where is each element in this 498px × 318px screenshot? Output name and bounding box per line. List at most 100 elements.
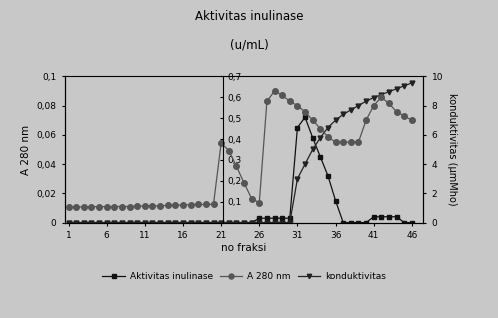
Aktivitas inulinase [241,221,247,225]
konduktivitas [371,96,376,100]
A 280 nm [134,204,140,208]
A 280 nm [165,204,171,207]
A 280 nm [378,95,384,99]
Aktivitas inulinase [294,126,300,129]
A 280 nm [96,205,102,209]
A 280 nm [73,205,79,209]
konduktivitas [409,81,415,85]
konduktivitas [126,221,132,225]
konduktivitas [271,221,277,225]
konduktivitas [287,221,293,225]
A 280 nm [348,140,354,144]
A 280 nm [401,114,407,118]
Aktivitas inulinase [340,221,346,225]
Aktivitas inulinase [89,221,95,225]
konduktivitas [317,136,323,140]
Aktivitas inulinase [142,221,148,225]
Aktivitas inulinase [96,221,102,225]
A 280 nm [81,205,87,209]
Aktivitas inulinase [287,216,293,220]
konduktivitas [393,87,399,91]
A 280 nm [203,203,209,206]
konduktivitas [165,221,171,225]
A 280 nm [294,104,300,107]
Aktivitas inulinase [203,221,209,225]
A 280 nm [317,127,323,130]
Aktivitas inulinase [279,216,285,220]
konduktivitas [363,99,369,103]
A 280 nm [211,202,217,206]
A 280 nm [386,101,392,105]
konduktivitas [73,221,79,225]
konduktivitas [180,221,186,225]
konduktivitas [264,221,270,225]
Aktivitas inulinase [165,221,171,225]
Aktivitas inulinase [325,174,331,178]
Legend: Aktivitas inulinase, A 280 nm, konduktivitas: Aktivitas inulinase, A 280 nm, konduktiv… [99,268,389,284]
Aktivitas inulinase [371,215,376,219]
konduktivitas [333,118,339,122]
A 280 nm [112,204,118,208]
konduktivitas [211,221,217,225]
konduktivitas [195,221,201,225]
konduktivitas [134,221,140,225]
A 280 nm [149,204,155,208]
konduktivitas [172,221,178,225]
konduktivitas [89,221,95,225]
konduktivitas [226,221,232,225]
konduktivitas [310,148,316,151]
A 280 nm [226,149,232,152]
A 280 nm [172,204,178,207]
Aktivitas inulinase [348,221,354,225]
Aktivitas inulinase [256,216,262,220]
Aktivitas inulinase [378,215,384,219]
A 280 nm [271,89,277,93]
Aktivitas inulinase [188,221,194,225]
Aktivitas inulinase [104,221,110,225]
Aktivitas inulinase [409,221,415,225]
A 280 nm [249,197,254,200]
Text: Aktivitas inulinase: Aktivitas inulinase [195,10,303,23]
Aktivitas inulinase [211,221,217,225]
Aktivitas inulinase [271,216,277,220]
konduktivitas [241,221,247,225]
konduktivitas [203,221,209,225]
Line: Aktivitas inulinase: Aktivitas inulinase [66,115,414,225]
konduktivitas [218,221,224,225]
A 280 nm [264,100,270,103]
Aktivitas inulinase [112,221,118,225]
A 280 nm [393,110,399,114]
Aktivitas inulinase [333,199,339,203]
A 280 nm [188,203,194,207]
Line: konduktivitas: konduktivitas [66,80,414,225]
konduktivitas [66,221,72,225]
konduktivitas [104,221,110,225]
Aktivitas inulinase [134,221,140,225]
Aktivitas inulinase [226,221,232,225]
Aktivitas inulinase [401,221,407,225]
Aktivitas inulinase [119,221,125,225]
konduktivitas [302,162,308,166]
A 280 nm [66,205,72,209]
Aktivitas inulinase [310,136,316,140]
Aktivitas inulinase [356,221,362,225]
Aktivitas inulinase [126,221,132,225]
konduktivitas [294,177,300,181]
Aktivitas inulinase [157,221,163,225]
konduktivitas [340,113,346,116]
konduktivitas [325,126,331,129]
Aktivitas inulinase [234,221,240,225]
Aktivitas inulinase [393,215,399,219]
Aktivitas inulinase [302,115,308,119]
A 280 nm [180,203,186,207]
konduktivitas [279,221,285,225]
konduktivitas [188,221,194,225]
Aktivitas inulinase [218,221,224,225]
konduktivitas [234,221,240,225]
A 280 nm [340,140,346,144]
Aktivitas inulinase [172,221,178,225]
Aktivitas inulinase [180,221,186,225]
konduktivitas [81,221,87,225]
Text: (u/mL): (u/mL) [230,38,268,51]
Y-axis label: konduktivitas (μmMho): konduktivitas (μmMho) [447,93,457,206]
